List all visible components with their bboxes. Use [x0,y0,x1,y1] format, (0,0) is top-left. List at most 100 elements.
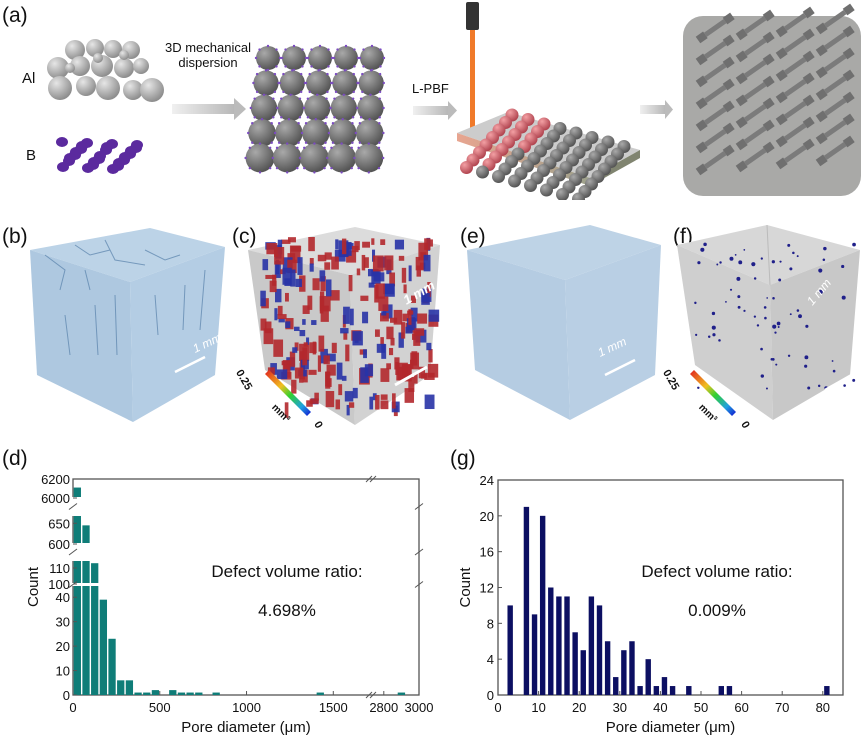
colorbar-f [690,370,736,416]
x-tick-label: 500 [149,700,171,715]
y-axis-break-gap [70,583,180,586]
arrow-3-icon [640,100,673,119]
coated-powder-icon [244,44,386,174]
y-tick-label: 6000 [41,491,70,506]
bar [91,563,99,695]
y-tick-label: 6200 [41,472,70,487]
bar [726,686,733,695]
y-tick-label: 10 [56,664,70,679]
y-tick-label: 20 [480,509,494,524]
bar [613,677,619,695]
y-break-mark [68,503,78,510]
laser-pbf-icon [457,2,640,200]
y-tick-label: 0 [487,688,494,703]
y-axis-label: Count [25,566,42,607]
b-label: B [26,147,37,164]
bar [718,686,724,695]
bar [531,614,538,695]
x-tick-label: 1000 [232,700,261,715]
bar [523,506,530,695]
cube-b-render [30,228,225,422]
x-break-mark [369,691,377,699]
bar [669,686,676,695]
y-tick-label: 100 [48,577,70,592]
x-tick-label: 40 [653,700,667,715]
boron-powder-icon [56,137,143,174]
annotation-value: 0.009% [688,601,746,620]
y-tick-label: 12 [480,581,494,596]
bar [596,605,603,695]
al-powder-icon [47,39,164,102]
x-tick-label: 1500 [319,700,348,715]
bar [629,641,635,695]
bar [125,680,134,695]
x-tick-label: 20 [572,700,586,715]
bar [604,641,611,695]
chart-g: 0 10 20 30 40 50 60 70 80 0 4 8 12 16 20 24 Pore diamete… [457,473,844,736]
y-tick-label: 40 [56,590,70,605]
panel-d-label: (d) [2,447,28,470]
y-break-mark-right [414,548,424,556]
cube-f-render [677,225,860,420]
annotation-label: Defect volume ratio: [211,562,362,581]
bar [82,525,90,695]
annotation-label: Defect volume ratio: [641,562,792,581]
colorbar-c [265,370,311,416]
arrow-2-icon [413,101,457,120]
x-break-mark [369,475,377,483]
bar [169,690,177,695]
printed-plate-photo [683,3,861,196]
bar [195,692,203,695]
bar [686,686,692,695]
bar [556,596,562,695]
x-tick-label: 2800 [369,700,398,715]
bar [212,692,220,695]
x-tick-label: 50 [694,700,708,715]
x-tick-label: 60 [734,700,748,715]
bar [588,596,595,695]
bar [564,596,570,695]
x-axis-label: Pore diameter (μm) [181,719,311,736]
y-tick-label: 650 [48,516,70,531]
panel-a-illustration [47,2,861,200]
x-break-mark [365,691,373,699]
bar [661,677,668,695]
y-tick-label: 20 [56,639,70,654]
bar [177,692,186,695]
bar [151,690,160,695]
bar [539,515,546,695]
y-tick-label: 30 [56,615,70,630]
step1-line2: dispersion [178,55,238,70]
bar [99,599,108,695]
y-axis-break-gap [70,543,180,561]
x-tick-label: 10 [531,700,545,715]
bar [637,686,643,695]
panel-f-label: (f) [673,225,693,248]
bar [397,692,406,695]
plot-frame-d [72,478,420,696]
step1-text: 3D mechanical dispersion [158,40,258,70]
y-break-mark [68,548,78,556]
y-tick-label: 0 [63,688,70,703]
y-break-mark-right [414,503,424,510]
bar [580,650,586,695]
bar [186,692,194,695]
bar [316,692,324,695]
y-tick-label: 16 [480,545,494,560]
x-tick-label: 30 [613,700,627,715]
bar [572,632,578,695]
x-tick-label: 3000 [405,700,434,715]
panel-a-label: (a) [2,4,28,27]
bar [653,686,660,695]
bar [621,650,627,695]
x-tick-label: 0 [69,700,76,715]
bar [548,587,554,695]
annotation-value: 4.698% [258,601,316,620]
bar [73,487,81,695]
cube-c-render [248,227,440,425]
x-axis-label: Pore diameter (μm) [606,719,736,736]
bar [645,659,651,695]
step1-line1: 3D mechanical [165,40,251,55]
bar [143,692,151,695]
